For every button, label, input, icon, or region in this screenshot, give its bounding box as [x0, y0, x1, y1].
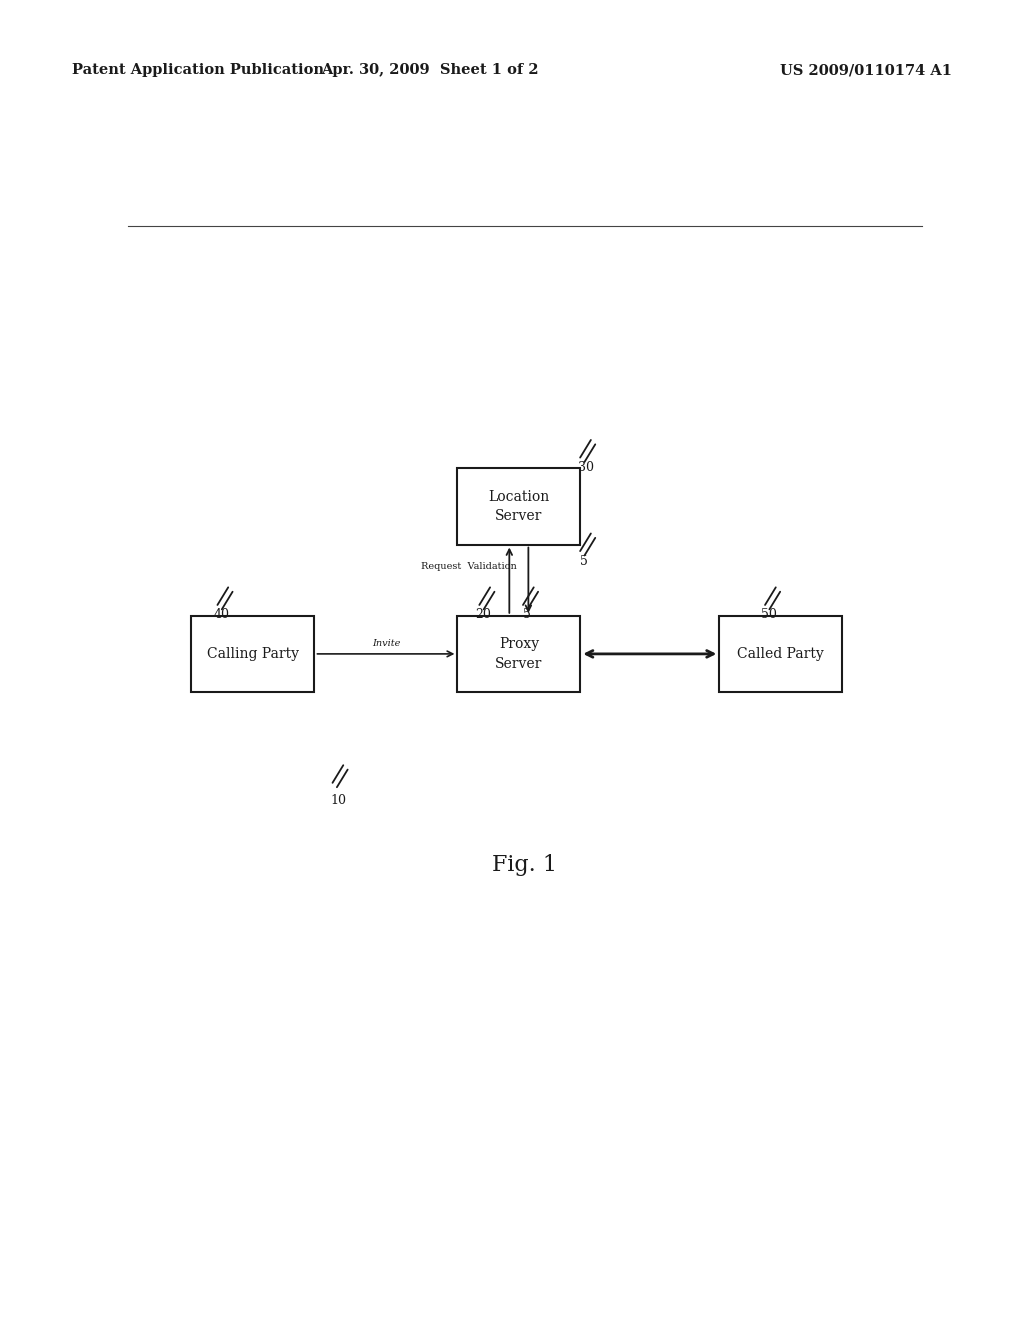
Text: Proxy
Server: Proxy Server [496, 638, 543, 671]
Text: Invite: Invite [372, 639, 400, 648]
Bar [458, 616, 581, 692]
Text: Fig. 1: Fig. 1 [493, 854, 557, 875]
Text: 20: 20 [475, 607, 492, 620]
Text: 50: 50 [761, 607, 777, 620]
Text: Called Party: Called Party [737, 647, 824, 661]
Text: Calling Party: Calling Party [207, 647, 299, 661]
Bar [191, 616, 314, 692]
Text: US 2009/0110174 A1: US 2009/0110174 A1 [780, 63, 952, 78]
Text: 5: 5 [581, 554, 588, 568]
Text: 40: 40 [214, 607, 229, 620]
Bar [719, 616, 842, 692]
Text: Request  Validation: Request Validation [421, 562, 517, 572]
Text: Patent Application Publication: Patent Application Publication [72, 63, 324, 78]
Text: Apr. 30, 2009  Sheet 1 of 2: Apr. 30, 2009 Sheet 1 of 2 [322, 63, 539, 78]
Text: Location
Server: Location Server [488, 490, 550, 523]
Text: 30: 30 [578, 461, 594, 474]
Text: 10: 10 [331, 793, 346, 807]
Text: 5: 5 [523, 607, 531, 620]
Bar [458, 469, 581, 545]
